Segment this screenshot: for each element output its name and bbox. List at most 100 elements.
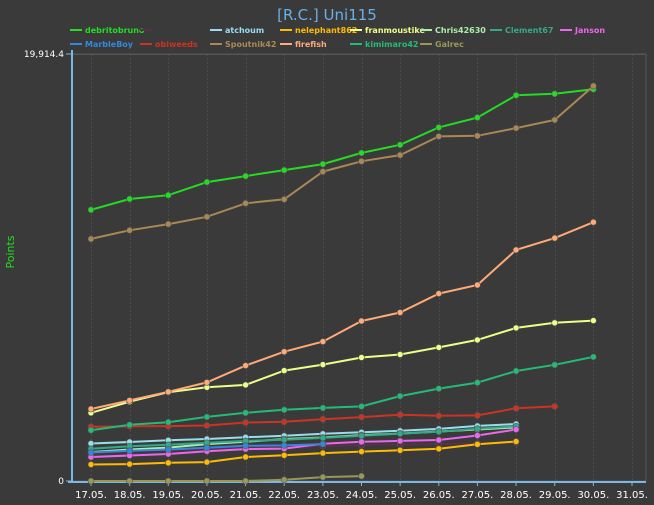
data-point[interactable] (319, 415, 327, 423)
data-point[interactable] (242, 419, 249, 426)
data-point[interactable] (551, 403, 559, 410)
data-point[interactable] (319, 160, 327, 168)
data-point[interactable] (319, 473, 327, 481)
data-point[interactable] (358, 413, 365, 421)
legend-item[interactable]: debritobruno (70, 26, 145, 35)
legend-item[interactable]: obiweeds (140, 40, 198, 49)
data-point[interactable] (358, 472, 365, 480)
data-point[interactable] (319, 404, 327, 412)
data-point[interactable] (242, 200, 249, 207)
data-point[interactable] (242, 442, 249, 450)
legend-item[interactable]: franmoustike (350, 26, 425, 35)
data-point[interactable] (512, 124, 520, 132)
data-point[interactable] (319, 434, 327, 442)
data-point[interactable] (242, 477, 249, 485)
legend-item[interactable]: firefish (280, 40, 327, 49)
data-point[interactable] (280, 196, 288, 203)
data-point[interactable] (396, 151, 404, 159)
data-point[interactable] (87, 235, 95, 243)
legend-item[interactable]: kimimaro42 (350, 40, 418, 49)
data-point[interactable] (280, 418, 288, 426)
data-point[interactable] (358, 354, 365, 361)
data-point[interactable] (242, 453, 249, 461)
data-point[interactable] (512, 324, 520, 332)
data-point[interactable] (396, 392, 404, 400)
data-point[interactable] (87, 405, 95, 413)
data-point[interactable] (590, 317, 597, 324)
data-point[interactable] (396, 309, 404, 316)
data-point[interactable] (435, 445, 443, 453)
data-point[interactable] (126, 477, 133, 485)
data-point[interactable] (165, 191, 172, 199)
data-point[interactable] (280, 367, 288, 374)
data-point[interactable] (474, 281, 481, 289)
data-point[interactable] (358, 317, 365, 325)
legend-item[interactable]: atchoum (210, 26, 264, 35)
data-point[interactable] (165, 459, 172, 467)
data-point[interactable] (358, 438, 365, 446)
data-point[interactable] (474, 425, 481, 433)
data-point[interactable] (474, 412, 481, 419)
data-point[interactable] (396, 437, 404, 445)
data-point[interactable] (126, 195, 133, 203)
data-point[interactable] (358, 403, 365, 410)
data-point[interactable] (512, 438, 520, 445)
data-point[interactable] (280, 348, 288, 356)
data-point[interactable] (435, 124, 443, 131)
data-point[interactable] (165, 220, 172, 228)
data-point[interactable] (242, 409, 249, 417)
data-point[interactable] (280, 476, 288, 484)
data-point[interactable] (551, 90, 559, 98)
legend-item[interactable]: Chris42630 (420, 26, 486, 35)
data-point[interactable] (203, 422, 211, 429)
data-point[interactable] (165, 418, 172, 426)
data-point[interactable] (203, 477, 211, 485)
data-point[interactable] (87, 449, 95, 456)
data-point[interactable] (280, 451, 288, 459)
data-point[interactable] (280, 166, 288, 174)
data-point[interactable] (396, 351, 404, 358)
data-point[interactable] (242, 362, 249, 369)
data-point[interactable] (319, 338, 327, 345)
data-point[interactable] (358, 448, 365, 455)
data-point[interactable] (87, 426, 95, 434)
data-point[interactable] (87, 477, 95, 485)
data-point[interactable] (280, 406, 288, 414)
data-point[interactable] (590, 218, 597, 226)
data-point[interactable] (435, 412, 443, 420)
data-point[interactable] (435, 428, 443, 436)
data-point[interactable] (435, 344, 443, 351)
data-point[interactable] (396, 411, 404, 419)
data-point[interactable] (126, 447, 133, 455)
data-point[interactable] (358, 432, 365, 440)
data-point[interactable] (242, 172, 249, 180)
data-point[interactable] (126, 460, 133, 468)
data-point[interactable] (474, 379, 481, 386)
data-point[interactable] (512, 367, 520, 375)
data-point[interactable] (474, 336, 481, 344)
data-point[interactable] (126, 421, 133, 429)
data-point[interactable] (512, 92, 520, 99)
data-point[interactable] (319, 361, 327, 368)
data-point[interactable] (319, 440, 327, 448)
legend-item[interactable]: nelephant862 (280, 26, 357, 35)
data-point[interactable] (203, 213, 211, 221)
data-point[interactable] (474, 440, 481, 448)
legend-item[interactable]: Janson (560, 26, 605, 35)
legend-item[interactable]: Galrec (420, 40, 464, 49)
data-point[interactable] (165, 477, 172, 485)
data-point[interactable] (435, 290, 443, 297)
data-point[interactable] (358, 149, 365, 157)
data-point[interactable] (474, 132, 481, 140)
data-point[interactable] (203, 178, 211, 186)
data-point[interactable] (474, 432, 481, 439)
data-point[interactable] (203, 413, 211, 421)
data-point[interactable] (203, 458, 211, 466)
data-point[interactable] (358, 158, 365, 165)
data-point[interactable] (551, 116, 559, 124)
data-point[interactable] (319, 168, 327, 175)
data-point[interactable] (396, 141, 404, 149)
data-point[interactable] (551, 361, 559, 369)
data-point[interactable] (165, 446, 172, 453)
data-point[interactable] (242, 381, 249, 389)
